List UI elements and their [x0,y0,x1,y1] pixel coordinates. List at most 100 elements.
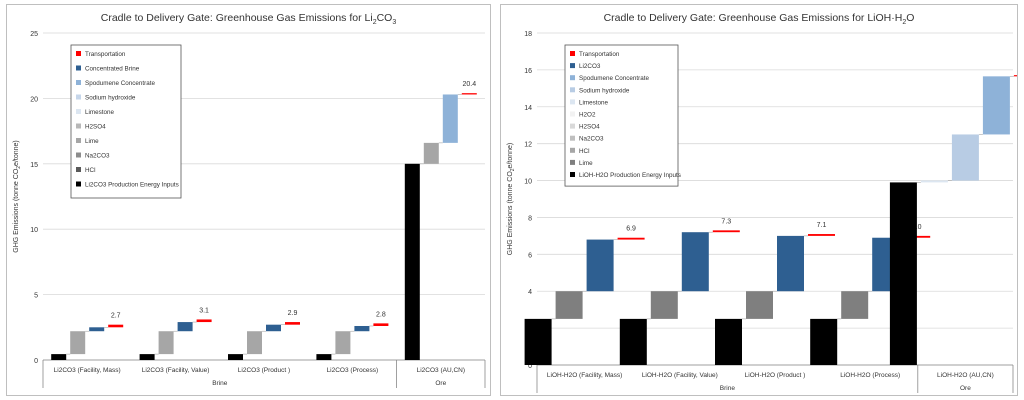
legend-swatch [570,99,575,105]
total-data-label: 2.7 [111,313,121,320]
y-tick-label: 12 [524,142,532,149]
waterfall-bar [89,327,105,332]
y-tick-label: 8 [528,215,532,222]
x-tick-label: LiOH-H2O (Product ) [745,372,806,379]
legend-swatch [570,111,575,117]
legend-label: Spodumene Concentrate [579,75,650,82]
waterfall-bar [423,142,439,164]
legend-swatch [76,181,81,187]
waterfall-bar [841,291,869,319]
chart-panel-lioh: Cradle to Delivery Gate: Greenhouse Gas … [500,4,1018,396]
x-tick-label: Li2CO3 (Facility, Mass) [54,367,121,374]
legend-label: H2SO4 [579,124,600,131]
legend-box [564,44,679,187]
y-tick-label: 10 [30,227,38,234]
legend-swatch [76,138,81,143]
legend-swatch [76,94,81,100]
waterfall-bar [650,291,678,319]
chart-title: Cradle to Delivery Gate: Greenhouse Gas … [604,12,915,26]
waterfall-bar [555,291,583,319]
x-tick-label: LiOH-H2O (Facility, Mass) [547,372,622,379]
legend-label: Na2CO3 [579,136,604,143]
legend-swatch [570,87,575,93]
legend-swatch [570,135,575,141]
waterfall-bar [373,323,389,326]
total-data-label: 6.9 [626,226,636,233]
y-tick-label: 0 [34,358,38,365]
y-axis-label: GHG Emissions (tonne CO2e/tonne) [507,143,516,256]
legend-label: HCl [85,167,96,174]
legend-swatch [570,63,575,69]
waterfall-bar [228,354,243,360]
waterfall-bar [354,325,370,332]
legend-swatch [570,159,575,165]
y-tick-label: 10 [524,179,532,186]
total-data-label: 7.3 [721,218,731,225]
y-axis-label: GHG Emissions (tonne CO2e/tonne) [13,140,22,253]
group-label: Ore [960,385,971,392]
legend-label: Li2CO3 Production Energy Inputs [85,182,179,189]
legend-label: Limestone [579,99,609,106]
legend-label: Transportation [85,51,126,58]
y-tick-label: 16 [524,68,532,75]
legend-label: Li2CO3 [579,63,601,70]
waterfall-bar [70,331,86,355]
legend-label: HCl [579,148,590,155]
waterfall-bar [712,230,740,233]
waterfall-bar [586,239,614,292]
legend-label: Sodium hydroxide [579,87,630,94]
waterfall-bar [715,318,742,365]
x-tick-label: Li2CO3 (Facility, Value) [142,367,210,374]
legend-box [70,44,182,199]
y-tick-label: 15 [30,162,38,169]
waterfall-bar [1013,75,1017,77]
waterfall-bar [810,318,838,365]
legend-label: Spodumene Concentrate [85,80,156,87]
legend-swatch [570,172,575,177]
x-tick-label: Li2CO3 (Product ) [238,367,290,374]
waterfall-bar [285,322,300,325]
waterfall-bar [335,331,351,355]
legend-label: Na2CO3 [85,153,110,160]
y-tick-label: 18 [524,31,532,38]
legend-label: Lime [579,160,593,167]
waterfall-bar [177,322,193,332]
waterfall-bar [617,237,645,240]
legend-swatch [570,51,575,56]
x-tick-label: LiOH-H2O (Facility, Value) [642,372,718,379]
legend-label: H2SO4 [85,124,106,131]
legend-label: Sodium hydroxide [85,95,136,102]
chart-li2co3: Cradle to Delivery Gate: Greenhouse Gas … [13,12,486,388]
waterfall-bar [524,318,552,365]
legend-swatch [76,51,81,56]
waterfall-bar [982,76,1010,135]
waterfall-bar [442,94,458,143]
legend-swatch [76,80,81,85]
total-data-label: 2.8 [376,311,386,318]
legend-swatch [76,123,81,129]
waterfall-bar [108,324,124,328]
waterfall-bar [777,235,804,292]
legend-label: Concentrated Brine [85,66,140,73]
group-label: Brine [212,380,228,387]
total-data-label: 3.1 [199,307,209,314]
total-data-label: 20.4 [462,81,476,88]
waterfall-bar [681,232,709,292]
waterfall-bar [247,331,262,355]
waterfall-bar [158,331,174,355]
legend-swatch [570,147,575,153]
legend-label: Lime [85,138,99,145]
y-tick-label: 5 [34,293,38,300]
y-tick-label: 20 [30,96,38,103]
legend-swatch [76,65,81,71]
waterfall-bar [461,93,477,95]
group-label: Brine [720,385,736,392]
x-tick-label: LiOH-H2O (Process) [840,372,900,379]
waterfall-bar [404,163,420,360]
waterfall-bar [619,318,647,365]
legend-swatch [76,152,81,158]
y-tick-label: 14 [524,105,532,112]
waterfall-bar [808,234,835,236]
x-tick-label: Li2CO3 (Process) [327,367,379,374]
y-tick-label: 4 [528,289,532,296]
